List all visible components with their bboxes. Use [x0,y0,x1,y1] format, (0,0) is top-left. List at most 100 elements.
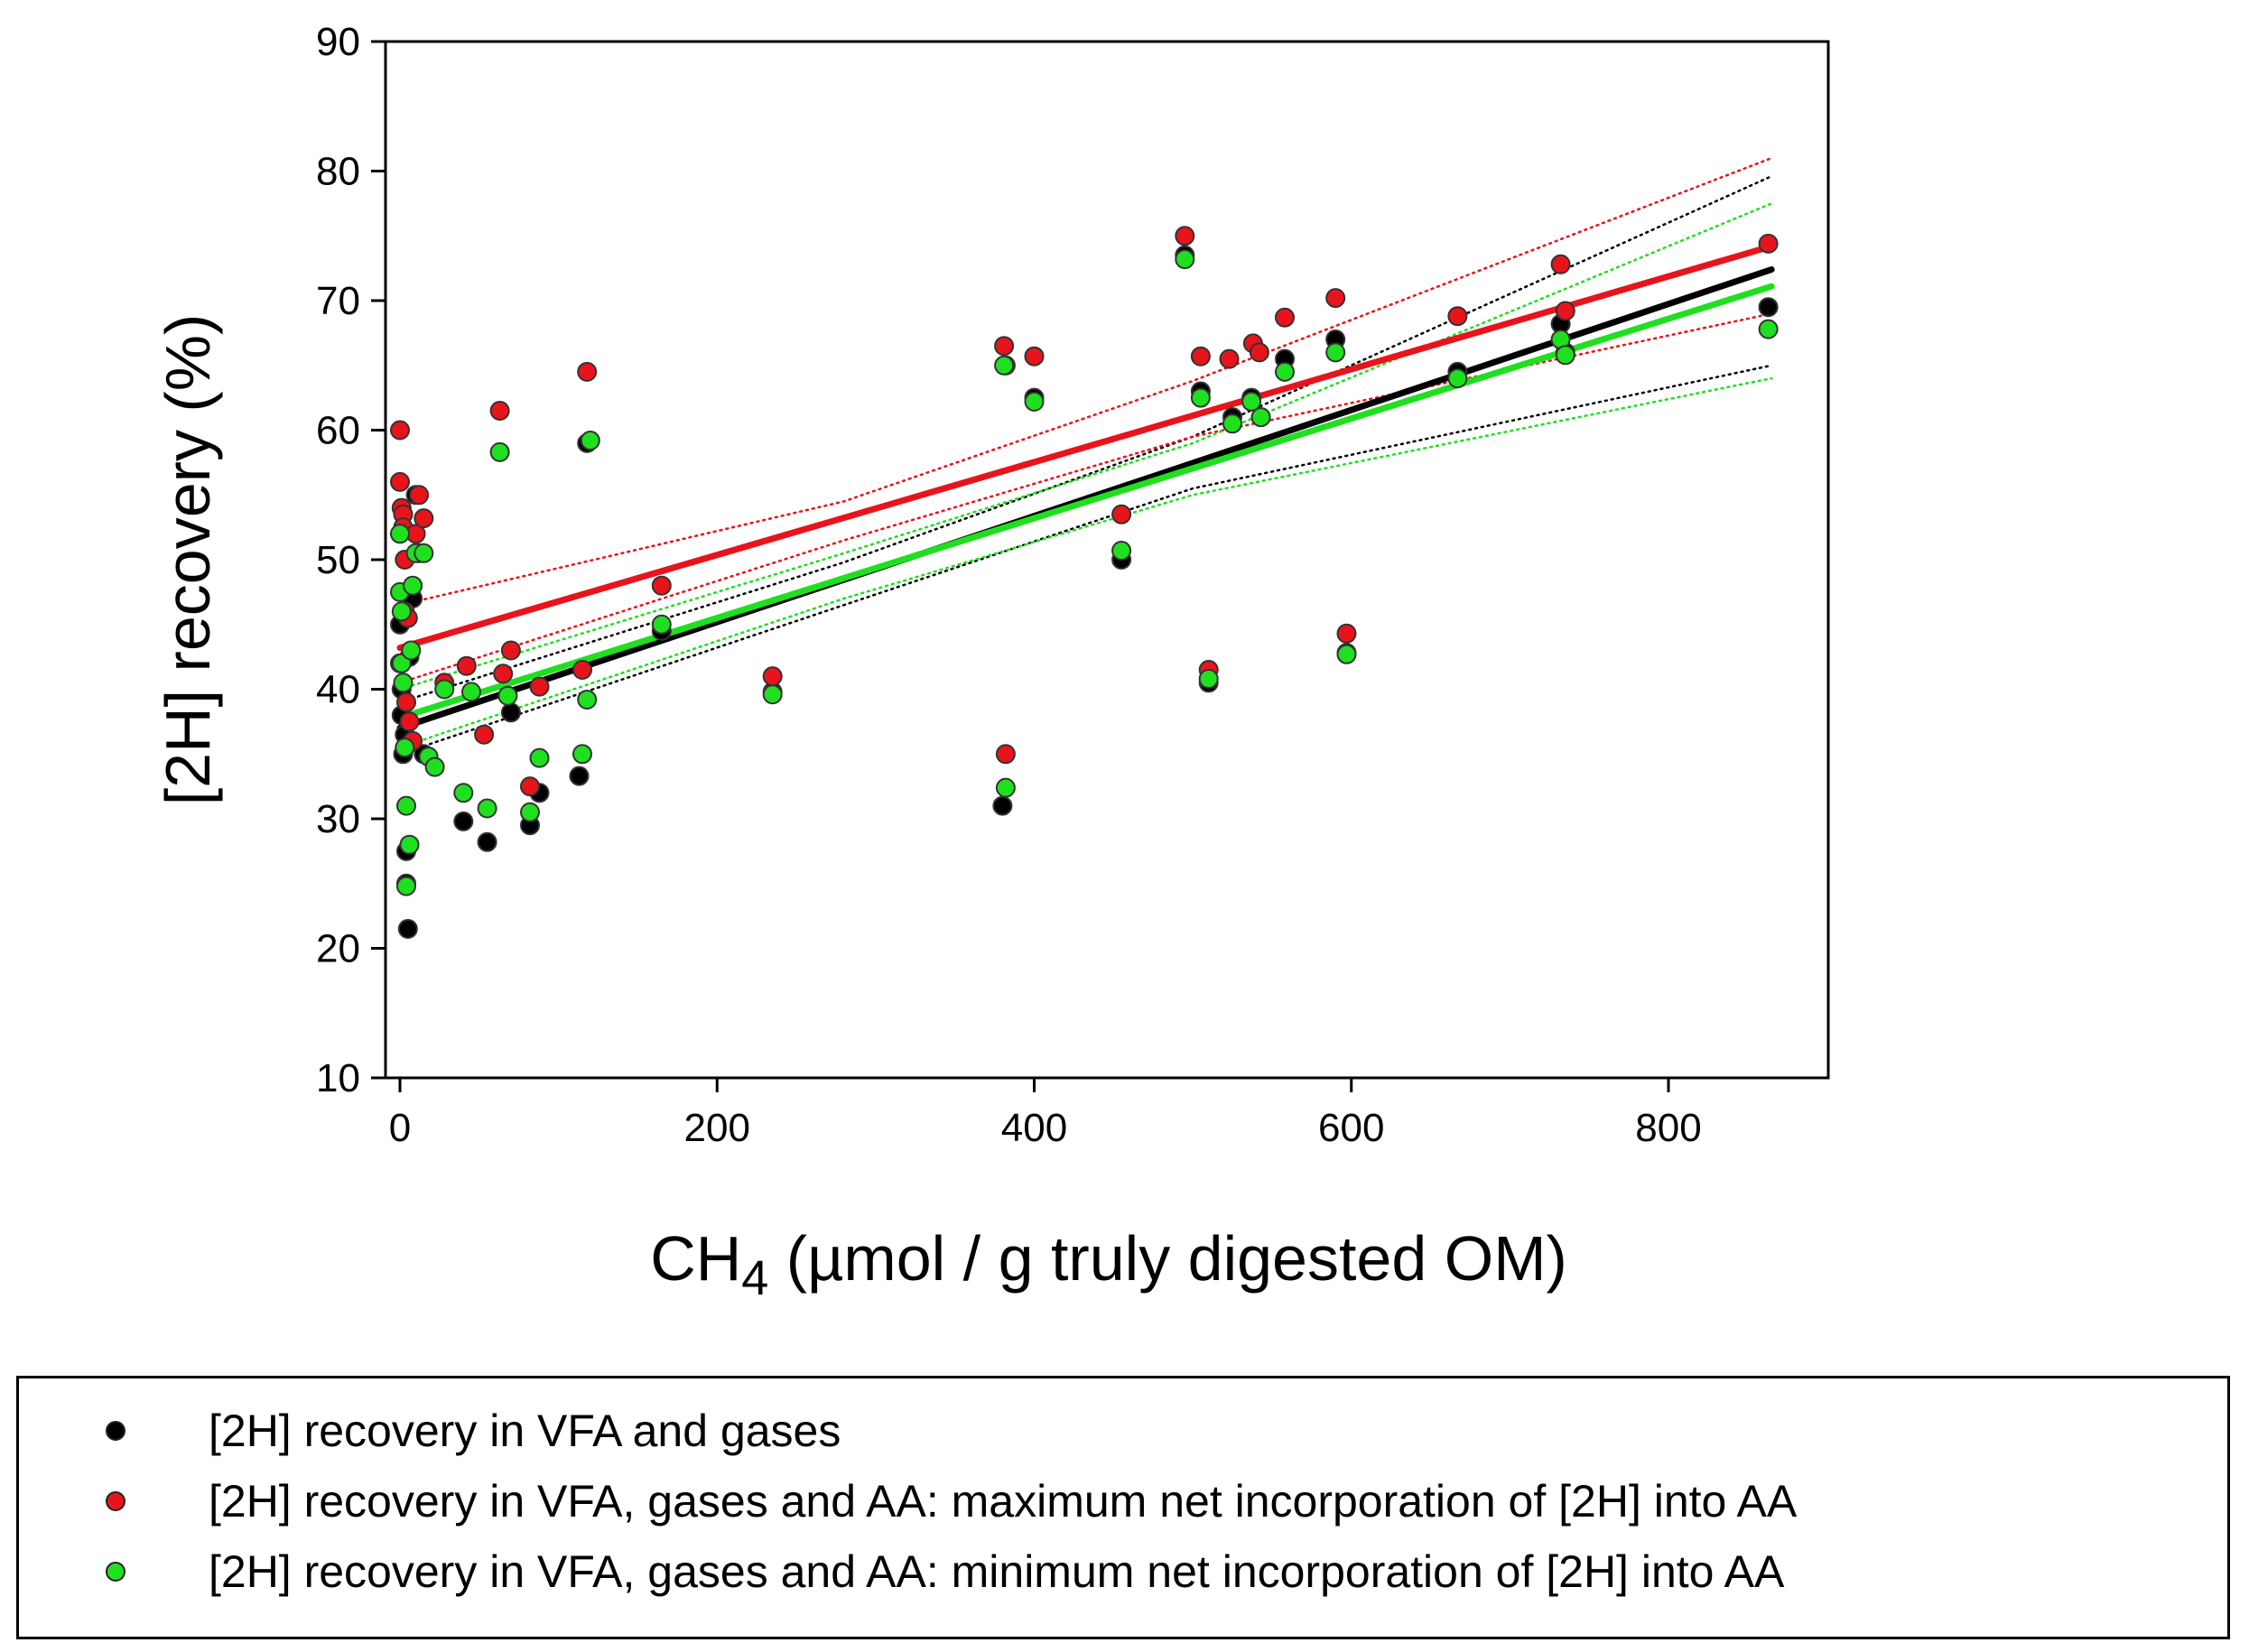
scatter-chart: 10 20 30 40 50 60 70 80 90 0 200 400 600 800 [2H] rec… [153,20,1830,1305]
red-data-point-21 [529,676,550,697]
red-data-point-28 [1024,346,1045,367]
black-ci-upper-band [398,174,1773,704]
red-data-point-37 [1325,288,1346,309]
green-data-point-40 [1336,644,1357,664]
green-data-point-17 [461,682,481,702]
green-data-point-20 [497,685,518,706]
green-data-point-30 [1024,391,1045,412]
green-data-point-9 [401,640,422,661]
green-data-point-8 [399,834,420,855]
black-data-point-15 [477,831,497,852]
green-data-point-21 [520,802,540,822]
green-data-point-35 [1222,413,1242,434]
green-data-point-41 [1447,368,1468,389]
x-tick-label-1: 200 [684,1106,750,1150]
red-data-point-33 [1219,348,1240,369]
x-axis-title-main: CH [650,1223,741,1294]
black-data-point-8 [397,919,418,939]
x-tick-label-3: 600 [1318,1106,1384,1150]
green-data-point-15 [434,679,455,700]
y-tick-label-3: 40 [316,668,360,712]
red-data-point-9 [399,711,420,732]
y-tick-label-8: 90 [316,20,360,64]
green-data-point-18 [477,798,497,819]
red-data-point-42 [1758,233,1779,254]
green-data-point-2 [391,601,412,622]
plot-area-frame [384,40,1830,1080]
x-tick-label-4: 800 [1635,1106,1701,1150]
red-data-point-17 [489,401,510,421]
green-data-point-27 [762,684,783,705]
x-axis-title: CH4 (µmol / g truly digested OM) [650,1223,1567,1305]
green-data-point-22 [529,747,550,768]
red-data-point-18 [493,664,514,684]
black-data-point-16 [500,702,521,723]
green-ci-upper-band [398,202,1773,691]
red-data-point-39 [1447,306,1468,327]
legend-marker-green [106,1562,125,1582]
red-data-point-19 [500,640,521,661]
black-data-point-39 [1758,297,1779,318]
green-data-point-10 [403,575,423,596]
green-data-point-34 [1198,669,1219,689]
red-data-point-38 [1336,623,1357,644]
x-tick-label-2: 400 [1001,1106,1067,1150]
green-data-point-4 [393,673,414,693]
red-data-point-23 [577,361,598,382]
red-data-point-29 [1111,504,1132,524]
green-regression-line [396,283,1775,721]
y-axis-title: [2H] recovery (%) [153,314,223,806]
y-tick-label-2: 30 [316,797,360,841]
black-data-point-19 [569,766,590,786]
green-data-point-6 [396,795,416,816]
red-data-point-31 [1190,346,1211,367]
legend-label-minimum: [2H] recovery in VFA, gases and AA: mini… [209,1546,1785,1597]
red-data-point-12 [409,485,430,506]
red-data-point-0 [390,420,410,441]
green-data-point-14 [424,756,445,777]
red-data-point-27 [995,744,1016,765]
green-data-point-44 [1758,319,1779,339]
axis-ticks: 10 20 30 40 50 60 70 80 90 0 200 400 600 800 [316,20,1702,1150]
red-data-point-22 [572,660,592,680]
red-ci-upper-band [398,156,1773,607]
green-data-point-32 [1175,249,1195,270]
green-data-point-7 [396,876,416,896]
green-data-point-28 [994,355,1015,376]
red-data-point-36 [1275,307,1295,328]
y-tick-label-1: 20 [316,927,360,971]
green-data-point-0 [390,524,410,544]
green-data-point-12 [414,543,434,563]
red-data-point-13 [414,508,434,529]
red-data-point-1 [390,471,410,492]
black-data-point-23 [992,795,1013,816]
black-data-point-14 [453,811,474,831]
green-data-point-16 [453,783,474,803]
green-data-point-31 [1111,541,1132,561]
green-data-point-25 [580,431,600,450]
regression-lines [396,243,1775,732]
red-data-point-24 [651,575,672,596]
red-data-point-40 [1550,254,1571,274]
red-regression-line [396,243,1775,652]
red-data-point-7 [396,691,416,712]
legend-label-vfa-gases: [2H] recovery in VFA and gases [209,1406,841,1456]
red-data-point-20 [520,776,540,797]
green-data-point-39 [1325,342,1346,363]
green-data-point-29 [995,777,1016,798]
green-data-point-38 [1275,361,1295,382]
x-axis-title-units: (µmol / g truly digested OM) [768,1223,1566,1294]
green-data-point-33 [1190,387,1211,408]
x-tick-label-0: 0 [389,1106,411,1150]
green-data-point-26 [651,614,672,635]
legend-marker-black [106,1421,125,1441]
green-ci-lower-band [398,376,1773,749]
data-points [390,226,1779,939]
green-data-point-5 [395,738,415,758]
y-tick-label-4: 50 [316,538,360,582]
red-data-point-25 [762,666,783,687]
x-axis-title-subscript: 4 [741,1251,768,1305]
red-data-point-26 [994,336,1015,357]
legend: [2H] recovery in VFA and gases [2H] reco… [16,1376,2230,1639]
green-data-point-43 [1555,345,1575,366]
